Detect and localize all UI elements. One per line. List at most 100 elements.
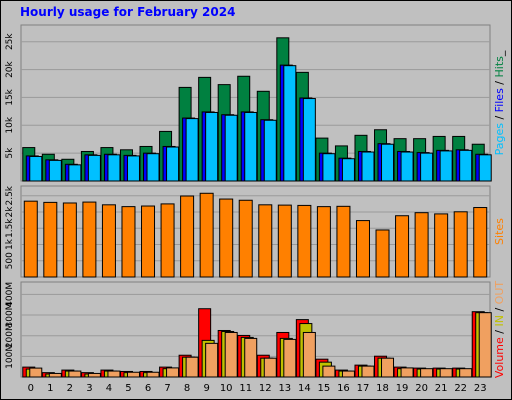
legend-entry: Pages <box>493 123 506 156</box>
bar-sites-20 <box>414 212 429 278</box>
bar-sites-5 <box>121 206 136 278</box>
legend-entry: / <box>493 77 506 88</box>
bar-sites-7 <box>160 203 175 278</box>
bar-pages-7 <box>166 146 180 182</box>
bar-sites-17 <box>355 220 370 278</box>
legend-sites: Sites <box>493 218 506 245</box>
bar-out-13 <box>283 338 297 378</box>
bar-pages-16 <box>341 158 355 182</box>
x-tick-label: 23 <box>474 383 487 394</box>
bar-pages-11 <box>244 111 258 182</box>
bar-pages-17 <box>361 151 375 182</box>
legend-entry: _ <box>493 50 506 57</box>
x-tick-label: 3 <box>86 383 92 394</box>
y-tick-label: 300M <box>5 303 15 328</box>
legend-entry: Hits <box>493 56 506 78</box>
bar-out-14 <box>302 331 316 378</box>
bar-sites-1 <box>43 201 58 278</box>
legend-entry: / <box>493 304 506 315</box>
y-tick-label: 2k <box>5 206 15 218</box>
bar-pages-23 <box>478 154 492 182</box>
x-tick-label: 21 <box>435 383 448 394</box>
x-tick-label: 1 <box>47 383 53 394</box>
x-tick-label: 9 <box>203 383 209 394</box>
bar-out-21 <box>439 368 453 378</box>
legend-entry: / <box>493 112 506 123</box>
bar-sites-14 <box>297 204 312 278</box>
x-tick-label: 6 <box>145 383 151 394</box>
bar-sites-8 <box>180 195 195 278</box>
x-tick-label: 18 <box>376 383 389 394</box>
x-tick-label: 14 <box>298 383 311 394</box>
bar-pages-18 <box>381 143 395 182</box>
y-tick-label: 1k <box>5 238 15 250</box>
y-tick-label: 2.5k <box>5 185 15 205</box>
x-tick-label: 12 <box>259 383 272 394</box>
legend-entry: IN <box>493 315 506 326</box>
y-tick-label: 5k <box>5 147 15 159</box>
x-tick-label: 15 <box>318 383 331 394</box>
bar-pages-3 <box>87 154 101 182</box>
y-tick-label: 1.5k <box>5 218 15 238</box>
bar-out-22 <box>459 368 473 378</box>
legend-hits: Pages / Files / Hits_ <box>493 50 506 155</box>
bar-out-5 <box>126 371 140 378</box>
bar-out-10 <box>224 331 238 378</box>
legend-entry: Sites <box>493 218 506 245</box>
y-tick-label: 20k <box>5 60 15 77</box>
legend-volume: Volume / IN / OUT <box>493 281 506 379</box>
x-tick-label: 0 <box>28 383 34 394</box>
bar-out-2 <box>68 370 82 378</box>
bar-sites-22 <box>453 211 468 278</box>
bar-out-11 <box>244 337 258 378</box>
legend-entry: Files <box>493 88 506 112</box>
x-tick-label: 17 <box>357 383 370 394</box>
bar-pages-13 <box>283 65 297 182</box>
x-tick-label: 8 <box>184 383 190 394</box>
x-tick-label: 16 <box>337 383 350 394</box>
bar-pages-1 <box>48 159 62 182</box>
bar-out-19 <box>400 367 414 378</box>
x-tick-label: 13 <box>278 383 291 394</box>
bar-pages-10 <box>224 114 238 182</box>
bar-pages-4 <box>107 154 121 182</box>
x-tick-label: 7 <box>164 383 170 394</box>
x-tick-label: 19 <box>396 383 409 394</box>
bar-pages-0 <box>29 155 43 182</box>
x-tick-label: 4 <box>106 383 112 394</box>
bar-out-12 <box>263 357 277 378</box>
bar-out-17 <box>361 365 375 378</box>
x-tick-label: 22 <box>454 383 467 394</box>
bar-out-4 <box>107 370 121 378</box>
bar-pages-6 <box>146 153 160 182</box>
bar-sites-9 <box>199 192 214 278</box>
bar-sites-0 <box>23 200 38 278</box>
bar-out-9 <box>205 342 219 378</box>
bar-out-8 <box>185 356 199 378</box>
bar-out-16 <box>341 370 355 378</box>
bar-out-20 <box>420 368 434 378</box>
bar-out-7 <box>166 367 180 378</box>
bar-out-1 <box>48 372 62 378</box>
y-tick-label: 100M <box>5 344 15 369</box>
bar-sites-12 <box>258 204 273 278</box>
y-tick-label: 10k <box>5 116 15 133</box>
bar-out-3 <box>87 372 101 378</box>
bar-sites-4 <box>101 204 116 278</box>
bar-pages-22 <box>459 149 473 182</box>
bar-out-18 <box>381 357 395 378</box>
x-tick-label: 5 <box>125 383 131 394</box>
bar-out-6 <box>146 371 160 378</box>
bar-out-23 <box>478 312 492 378</box>
bar-sites-19 <box>395 215 410 278</box>
x-tick-label: 11 <box>239 383 252 394</box>
y-tick-label: 15k <box>5 88 15 105</box>
x-tick-label: 2 <box>67 383 73 394</box>
panel-sites <box>20 185 491 278</box>
y-tick-label: 500 <box>5 252 15 269</box>
y-tick-label: 200M <box>5 323 15 348</box>
bar-pages-9 <box>205 111 219 182</box>
bar-pages-2 <box>68 164 82 182</box>
chart-title: Hourly usage for February 2024 <box>20 5 236 19</box>
